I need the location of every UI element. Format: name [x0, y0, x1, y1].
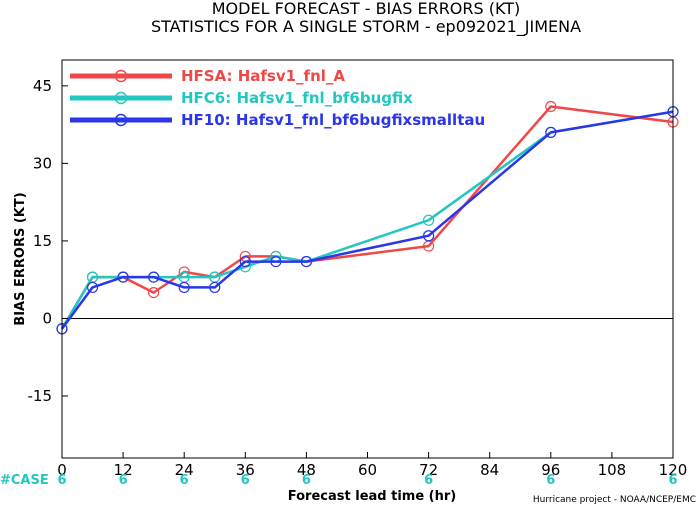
- legend-swatch-marker: [114, 91, 128, 105]
- x-tick-label: 72: [419, 461, 438, 479]
- x-tick-label: 108: [598, 461, 627, 479]
- x-axis-ticks: 0 12 24 36 48 60 72 84 96 108 120: [57, 452, 687, 479]
- case-count: 6: [57, 473, 66, 488]
- case-count: 6: [302, 473, 311, 488]
- credit-text: Hurricane project - NOAA/NCEP/EMC: [533, 495, 696, 505]
- legend-item: HF10: Hafsv1_fnl_bf6bugfixsmalltau: [70, 111, 485, 129]
- x-tick-label: 48: [297, 461, 316, 479]
- data-point: [209, 281, 221, 294]
- x-axis-label: Forecast lead time (hr): [288, 489, 456, 504]
- y-axis-label: BIAS ERRORS (KT): [13, 192, 28, 325]
- series-3: [56, 106, 679, 335]
- legend-label: HFC6: Hafsv1_fnl_bf6bugfix: [181, 89, 413, 107]
- x-tick-label: 36: [236, 461, 255, 479]
- legend-item: HFSA: Hafsv1_fnl_A: [70, 67, 345, 85]
- x-tick-label: 60: [358, 461, 377, 479]
- x-tick-label: 0: [57, 461, 67, 479]
- legend-label: HF10: Hafsv1_fnl_bf6bugfixsmalltau: [181, 111, 485, 129]
- series-1: [56, 100, 679, 335]
- case-count: 6: [424, 473, 433, 488]
- case-count: 6: [241, 473, 250, 488]
- x-tick-label: 24: [175, 461, 194, 479]
- x-tick-label: 84: [480, 461, 499, 479]
- data-point: [423, 214, 435, 226]
- case-count: 6: [180, 473, 189, 488]
- y-tick-label: 30: [33, 154, 52, 172]
- data-point: [148, 286, 160, 299]
- x-tick-label: 96: [541, 461, 560, 479]
- data-point: [239, 255, 251, 268]
- case-counts: 6 6 6 6 6 6 6 6: [57, 473, 677, 488]
- chart-title: MODEL FORECAST - BIAS ERRORS (KT): [212, 0, 521, 18]
- legend-label: HFSA: Hafsv1_fnl_A: [181, 67, 345, 85]
- case-count: 6: [668, 473, 677, 488]
- chart-subtitle: STATISTICS FOR A SINGLE STORM - ep092021…: [151, 17, 581, 37]
- y-tick-label: -15: [28, 387, 53, 405]
- y-tick-label: 45: [33, 77, 52, 95]
- data-point: [423, 230, 435, 242]
- legend: HFSA: Hafsv1_fnl_A HFC6: Hafsv1_fnl_bf6bu…: [70, 67, 485, 129]
- data-point: [545, 126, 557, 138]
- data-point: [86, 281, 99, 294]
- series-2: [56, 106, 679, 335]
- data-point: [300, 255, 312, 268]
- series-line: [60, 110, 674, 330]
- series-line: [60, 105, 674, 330]
- x-tick-label: 120: [659, 461, 688, 479]
- series-layer: [56, 100, 679, 335]
- series-line: [60, 110, 674, 330]
- legend-swatch-marker: [114, 113, 128, 127]
- case-count: 6: [119, 473, 128, 488]
- data-point: [545, 100, 557, 113]
- x-tick-label: 12: [114, 461, 133, 479]
- data-point: [148, 271, 160, 283]
- data-point: [178, 281, 190, 294]
- data-point: [117, 271, 129, 283]
- y-tick-label: 0: [42, 309, 52, 327]
- y-axis-ticks: -15 0 15 30 45: [28, 77, 68, 405]
- legend-swatch-marker: [114, 69, 128, 83]
- data-point: [270, 255, 282, 268]
- y-tick-label: 15: [33, 232, 52, 250]
- case-count: 6: [546, 473, 555, 488]
- legend-item: HFC6: Hafsv1_fnl_bf6bugfix: [70, 89, 413, 107]
- case-label: #CASE: [0, 473, 49, 488]
